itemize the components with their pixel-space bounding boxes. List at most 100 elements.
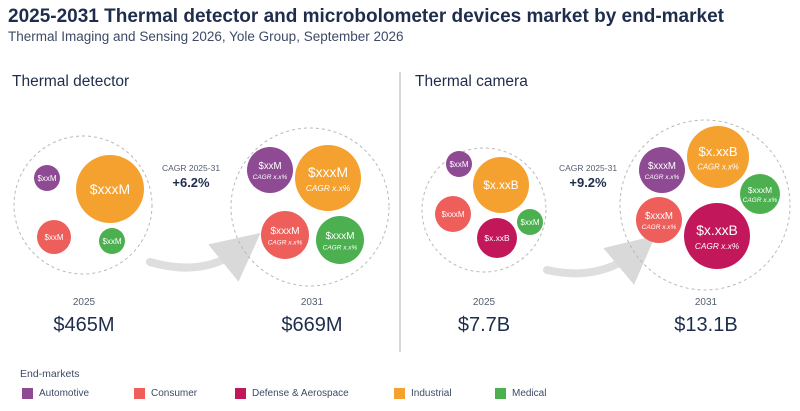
bubble-automotive: $xxxM CAGR x.x%: [639, 147, 685, 193]
panel-title: Thermal camera: [415, 73, 528, 90]
bubble-circle: [76, 155, 144, 223]
period-total: $465M: [53, 314, 114, 336]
legend-item: Industrial: [394, 388, 452, 399]
bubble-defense-aerospace: $x.xxB: [477, 218, 517, 258]
panel-title: Thermal detector: [12, 73, 129, 90]
bubble-industrial: $x.xxB: [473, 157, 529, 213]
bubble-circle: [517, 209, 543, 235]
bubble-cagr-label: CAGR x.x%: [697, 162, 739, 171]
bubble-circle: [639, 147, 685, 193]
legend-item: Automotive: [22, 388, 89, 399]
bubble-cagr-label: CAGR x.x%: [743, 197, 778, 204]
period-outline-circle: [13, 135, 153, 275]
bubble-circle: [316, 216, 364, 264]
bubble-value-label: $xxxM: [270, 226, 299, 237]
growth-arrow: [146, 232, 261, 282]
chart-title: 2025-2031 Thermal detector and microbolo…: [8, 6, 724, 27]
bubble-value-label: $xxM: [44, 233, 63, 242]
bubble-automotive: $xxM: [446, 151, 472, 177]
period-total: $669M: [281, 314, 342, 336]
bubble-value-label: $xxxM: [325, 231, 354, 242]
period-total: $7.7B: [458, 314, 510, 336]
period-2025: $xxM $x.xxB $xxxM $xxM $x.xxB 2025 $7.7B: [421, 147, 547, 336]
period-2031: $xxM CAGR x.x% $xxxM CAGR x.x% $xxxM CAGR x.x…: [230, 127, 390, 336]
bubble-cagr-label: CAGR x.x%: [306, 183, 351, 193]
bubble-value-label: $xxxM: [441, 210, 464, 219]
bubble-medical: $xxxM CAGR x.x%: [740, 174, 780, 214]
bubble-circle: [636, 197, 682, 243]
legend-label: Industrial: [411, 388, 452, 399]
bubble-cagr-label: CAGR x.x%: [323, 245, 358, 252]
bubble-circle: [687, 126, 749, 188]
bubble-value-label: $xxxM: [308, 164, 348, 180]
bubble-value-label: $xxM: [258, 161, 281, 172]
bubble-cagr-label: CAGR x.x%: [645, 174, 680, 181]
bubble-value-label: $xxxM: [748, 185, 772, 195]
bubble-medical: $xxM: [517, 209, 543, 235]
legend-item: Consumer: [134, 388, 197, 399]
bubble-circle: [37, 220, 71, 254]
bubble-medical: $xxxM CAGR x.x%: [316, 216, 364, 264]
bubble-automotive: $xxM CAGR x.x%: [247, 147, 293, 193]
growth-arrow: [543, 235, 656, 285]
period-year: 2031: [301, 297, 324, 308]
bubble-value-label: $x.xxB: [483, 179, 518, 192]
bubble-industrial: $xxxM: [76, 155, 144, 223]
bubble-automotive: $xxM: [34, 165, 60, 191]
legend-label: Automotive: [39, 388, 90, 399]
legend-swatch: [22, 388, 33, 399]
cagr-value: +9.2%: [569, 175, 607, 190]
bubble-circle: [446, 151, 472, 177]
panel-1: Thermal camera CAGR 2025-31 +9.2% $xxM $x.xx…: [415, 73, 791, 336]
bubble-medical: $xxM: [99, 228, 125, 254]
bubble-cagr-label: CAGR x.x%: [695, 241, 740, 251]
bubble-value-label: $xxxM: [648, 161, 676, 172]
bubble-industrial: $xxxM CAGR x.x%: [295, 145, 361, 211]
bubble-cagr-label: CAGR x.x%: [253, 174, 288, 181]
chart-subtitle: Thermal Imaging and Sensing 2026, Yole G…: [8, 29, 404, 44]
bubble-value-label: $x.xxB: [696, 222, 738, 238]
period-outline-circle: [230, 127, 390, 287]
legend-swatch: [495, 388, 506, 399]
period-2025: $xxM $xxxM $xxM $xxM 2025 $465M: [13, 135, 153, 336]
period-year: 2025: [473, 297, 496, 308]
bubble-value-label: $x.xxB: [484, 233, 510, 243]
cagr-label: CAGR 2025-31: [162, 163, 220, 173]
bubble-value-label: $xxxM: [645, 211, 673, 222]
bubble-value-label: $xxM: [37, 174, 56, 183]
bubble-consumer: $xxxM CAGR x.x%: [636, 197, 682, 243]
bubble-consumer: $xxxM CAGR x.x%: [261, 211, 309, 259]
period-total: $13.1B: [674, 314, 737, 336]
bubble-consumer: $xxM: [37, 220, 71, 254]
bubble-value-label: $xxM: [449, 160, 468, 169]
bubble-circle: [477, 218, 517, 258]
bubble-circle: [473, 157, 529, 213]
bubble-defense-aerospace: $x.xxB CAGR x.x%: [684, 203, 750, 269]
period-outline-circle: [421, 147, 547, 273]
cagr-value: +6.2%: [172, 175, 210, 190]
bubble-circle: [99, 228, 125, 254]
bubble-industrial: $x.xxB CAGR x.x%: [687, 126, 749, 188]
bubble-circle: [34, 165, 60, 191]
bubble-cagr-label: CAGR x.x%: [268, 240, 303, 247]
bubble-circle: [740, 174, 780, 214]
bubble-value-label: $xxxM: [90, 181, 130, 197]
legend-swatch: [134, 388, 145, 399]
bubble-circle: [435, 196, 471, 232]
bubble-circle: [261, 211, 309, 259]
legend-label: Defense & Aerospace: [252, 388, 349, 399]
bubble-cagr-label: CAGR x.x%: [642, 224, 677, 231]
bubble-value-label: $x.xxB: [698, 144, 737, 159]
legend-item: Medical: [495, 388, 546, 399]
period-outline-circle: [619, 119, 791, 291]
legend-swatch: [235, 388, 246, 399]
bubble-circle: [247, 147, 293, 193]
legend-swatch: [394, 388, 405, 399]
legend-label: Consumer: [151, 388, 198, 399]
bubble-circle: [684, 203, 750, 269]
legend-title: End-markets: [20, 368, 80, 380]
legend: Automotive Consumer Defense & Aerospace Ind…: [22, 388, 582, 404]
cagr-label: CAGR 2025-31: [559, 163, 617, 173]
